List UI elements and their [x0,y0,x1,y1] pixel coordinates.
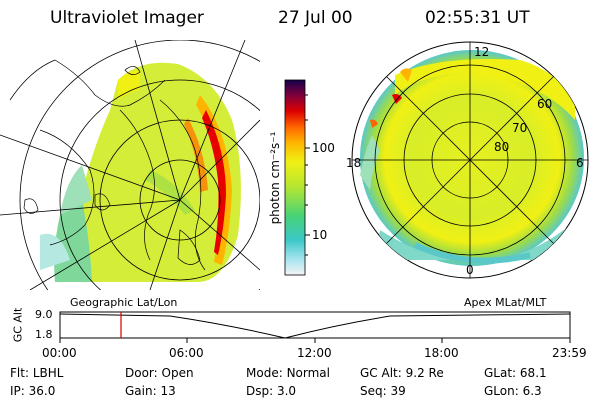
glon-field: GLon: 6.3 [484,384,542,398]
time-label: 02:55:31 UT [425,8,530,28]
dsp-value: 3.0 [276,384,297,398]
apex-polar-image [351,41,589,279]
mode-field: Mode: Normal [246,366,330,380]
gc-alt-ymax: 9.0 [35,308,53,321]
x-tick-1200: 12:00 [297,346,332,360]
mlt-label-6: 6 [576,156,584,170]
colorbar [284,79,310,276]
ip-field: IP: 36.0 [10,384,56,398]
x-tick-2359: 23:59 [552,346,587,360]
geographic-caption: Geographic Lat/Lon [70,296,178,309]
glon-value: 6.3 [522,384,542,398]
seq-value: 39 [390,384,406,398]
colorbar-tick-10: 10 [312,228,328,242]
gc-alt-ymin: 1.8 [35,328,53,341]
gc-alt-ylabel: GC Alt [11,307,25,343]
flt-field: Flt: LBHL [10,366,64,380]
seq-field: Seq: 39 [360,384,406,398]
lat-label-60: 60 [537,97,553,111]
colorbar-unit-label: photon cm⁻²s⁻¹ [268,131,282,225]
door-field: Door: Open [125,366,194,380]
gc-alt-plot [59,311,571,343]
instrument-title: Ultraviolet Imager [50,8,204,28]
x-tick-0000: 00:00 [42,346,77,360]
colorbar-tick-100: 100 [312,141,335,155]
dsp-field: Dsp: 3.0 [246,384,297,398]
x-tick-1800: 18:00 [424,346,459,360]
geographic-image [0,40,260,290]
lat-label-80: 80 [494,140,510,154]
gc-alt-value: 9.2 Re [405,366,444,380]
gc-alt-field: GC Alt: 9.2 Re [360,366,444,380]
date-label: 27 Jul 00 [278,8,353,28]
door-value: Open [161,366,194,380]
gain-value: 13 [160,384,176,398]
ip-value: 36.0 [28,384,56,398]
mlt-label-18: 18 [346,156,362,170]
mode-value: Normal [286,366,330,380]
x-tick-0600: 06:00 [169,346,204,360]
mlt-label-0: 0 [466,263,474,277]
glat-value: 68.1 [519,366,547,380]
flt-value: LBHL [32,366,64,380]
mlt-label-12: 12 [474,45,490,59]
glat-field: GLat: 68.1 [484,366,547,380]
apex-caption: Apex MLat/MLT [464,296,547,309]
gain-field: Gain: 13 [125,384,176,398]
lat-label-70: 70 [512,121,528,135]
